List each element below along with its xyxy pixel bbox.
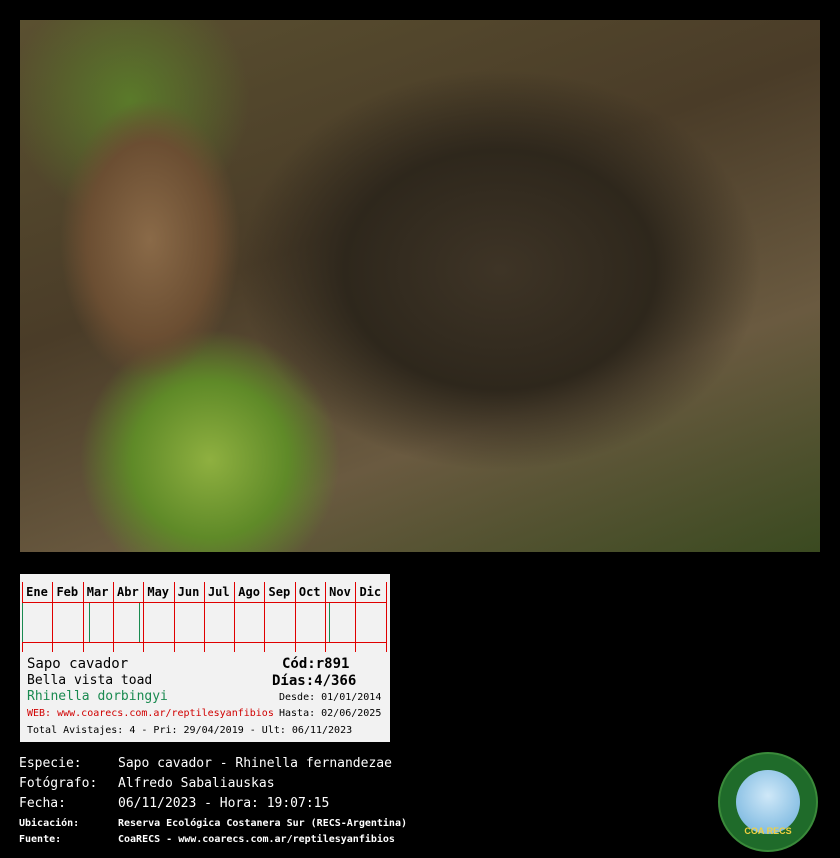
toad-photo xyxy=(20,20,820,552)
species-card: Ene Feb Mar Abr May Jun Jul Ago Sep Oct Nov Dic Sap… xyxy=(20,574,390,742)
fotografo-label: Fotógrafo: xyxy=(19,776,98,791)
days-count: Días:4/366 xyxy=(272,673,357,689)
ubicacion-label: Ubicación: xyxy=(19,818,80,829)
fuente-value: CoaRECS - www.coarecs.com.ar/reptilesyan… xyxy=(118,834,395,845)
month-label-jun: Jun xyxy=(177,585,200,599)
especie-label: Especie: xyxy=(19,756,82,771)
month-label-jul: Jul xyxy=(207,585,230,599)
month-label-mar: Mar xyxy=(86,585,109,599)
grid-line xyxy=(355,582,357,652)
web-link[interactable]: WEB: www.coarecs.com.ar/reptilesyanfibio… xyxy=(27,708,274,719)
grid-line xyxy=(385,582,387,652)
grid-line xyxy=(82,582,84,652)
grid-line xyxy=(325,582,326,652)
hasta-date: Hasta: 02/06/2025 xyxy=(279,708,382,719)
sighting-mark xyxy=(88,603,90,642)
month-label-oct: Oct xyxy=(298,585,321,599)
fecha-value: 06/11/2023 - Hora: 19:07:15 xyxy=(118,796,330,811)
grid-line xyxy=(52,582,54,652)
month-label-nov: Nov xyxy=(329,585,351,599)
sighting-mark xyxy=(328,603,330,642)
month-label-dic: Dic xyxy=(359,585,382,599)
grid-line xyxy=(173,582,175,652)
grid-line xyxy=(203,582,205,652)
desde-date: Desde: 01/01/2014 xyxy=(279,692,382,703)
total-sightings: Total Avistajes: 4 - Pri: 29/04/2019 - U… xyxy=(27,725,353,736)
month-label-abr: Abr xyxy=(117,585,139,599)
fuente-label: Fuente: xyxy=(19,834,62,845)
fotografo-value: Alfredo Sabaliauskas xyxy=(118,776,275,791)
english-name: Bella vista toad xyxy=(27,673,153,688)
common-name: Sapo cavador xyxy=(27,656,129,672)
fecha-label: Fecha: xyxy=(19,796,66,811)
grid-line xyxy=(234,582,236,652)
month-label-ago: Ago xyxy=(238,585,260,599)
month-label-ene: Ene xyxy=(26,585,48,599)
month-calendar: Ene Feb Mar Abr May Jun Jul Ago Sep Oct Nov Dic xyxy=(20,574,390,654)
sighting-mark xyxy=(139,603,141,642)
ubicacion-value: Reserva Ecológica Costanera Sur (RECS-Ar… xyxy=(118,818,407,829)
month-label-may: May xyxy=(147,585,170,599)
grid-line xyxy=(264,582,266,652)
scientific-name: Rhinella dorbingyi xyxy=(27,689,168,704)
grid-line xyxy=(143,582,145,652)
grid-line xyxy=(112,582,114,652)
duck-emblem xyxy=(736,770,800,834)
coa-recs-logo: COA RECS xyxy=(718,752,818,852)
especie-value: Sapo cavador - Rhinella fernandezae xyxy=(118,756,392,771)
month-label-feb: Feb xyxy=(56,585,79,599)
sighting-mark xyxy=(22,603,23,642)
grid-line xyxy=(294,582,296,652)
species-code: Cód:r891 xyxy=(282,656,350,672)
month-label-sep: Sep xyxy=(268,585,291,599)
